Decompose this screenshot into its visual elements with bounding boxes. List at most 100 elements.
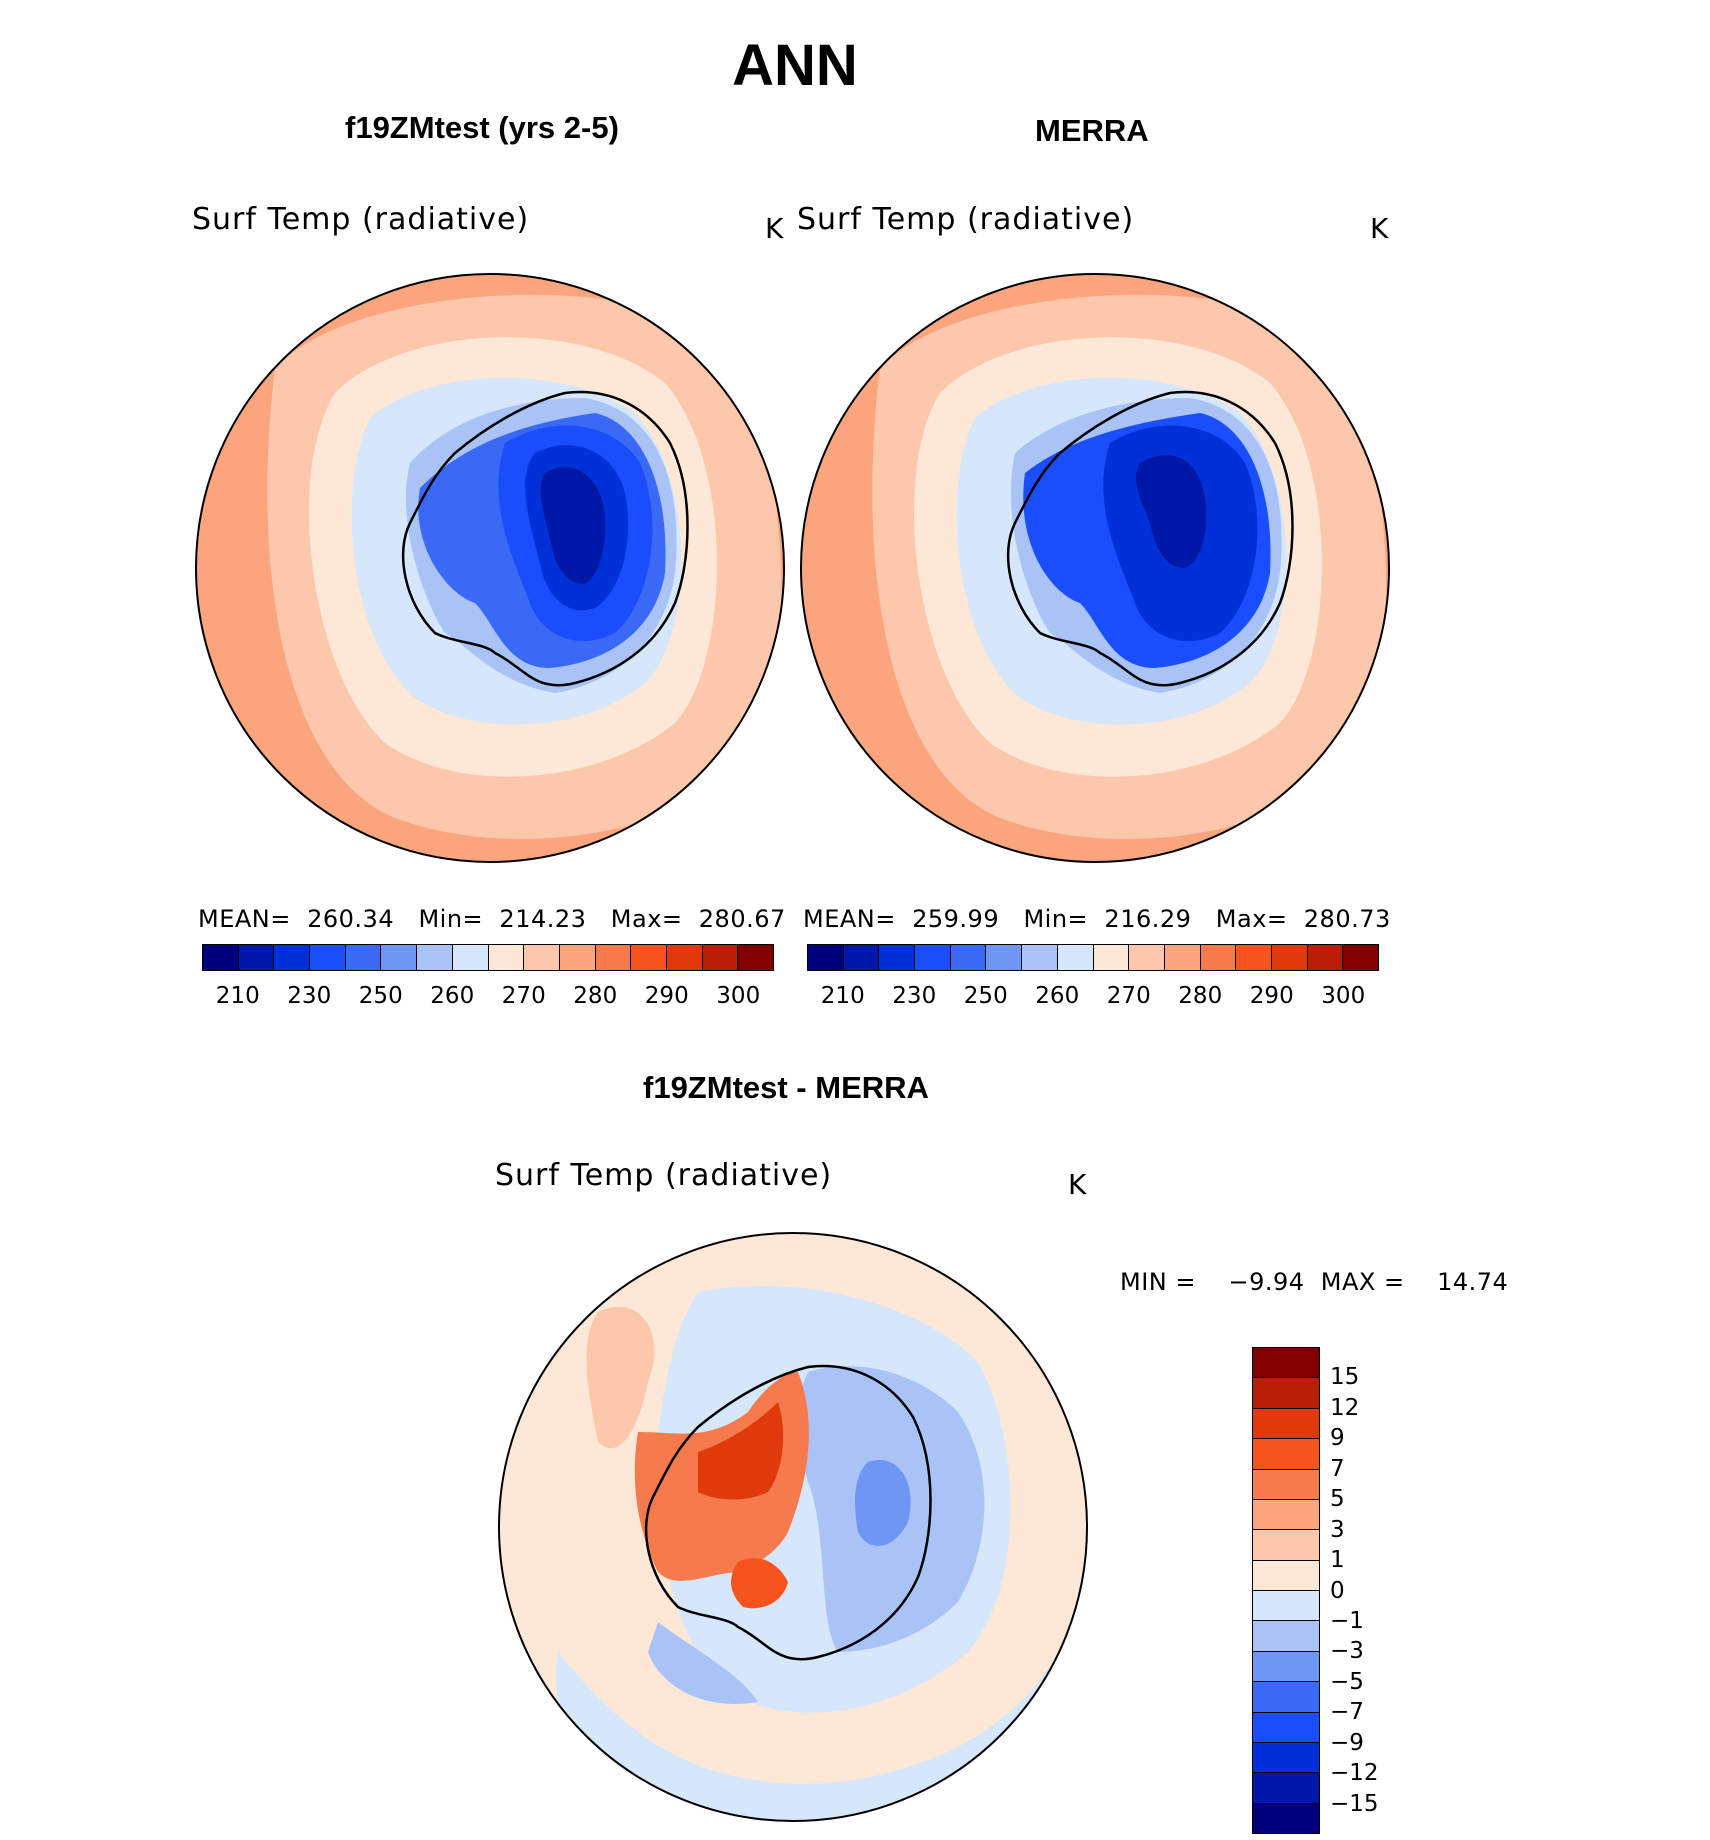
colorbar-ticks-diff: 15 12 9 7 5 3 1 0 −1 −3 −5 −7 −9 −12 −15 — [1330, 1347, 1410, 1834]
colorbar-tick-label: 15 — [1330, 1364, 1360, 1391]
colorbar-swatch — [417, 945, 453, 970]
colorbar-swatch — [631, 945, 667, 970]
stats-obs: MEAN= 259.99 Min= 216.29 Max= 280.73 — [803, 905, 1391, 933]
main-title: ANN — [732, 33, 858, 98]
colorbar-tick-label: 290 — [1249, 983, 1294, 1009]
colorbar-tick-label: −1 — [1330, 1607, 1364, 1634]
colorbar-swatch — [559, 945, 596, 970]
units-label-diff: K — [1068, 1168, 1087, 1201]
colorbar-swatch — [1253, 1560, 1319, 1591]
colorbar-swatch — [1253, 1773, 1319, 1804]
colorbar-tick-label: 1 — [1330, 1547, 1345, 1574]
colorbar-swatch — [1253, 1591, 1319, 1622]
colorbar-swatch — [1253, 1742, 1319, 1774]
colorbar-swatch — [595, 945, 632, 970]
colorbar-swatch — [345, 945, 382, 970]
colorbar-tick-label: 7 — [1330, 1455, 1345, 1482]
colorbar-tick-label: 5 — [1330, 1486, 1345, 1513]
colorbar-swatch — [381, 945, 418, 970]
colorbar-swatch — [1253, 1499, 1319, 1531]
colorbar-swatch — [1307, 945, 1344, 970]
colorbar-swatch — [1022, 945, 1058, 970]
colorbar-swatch — [1200, 945, 1237, 970]
colorbar-tick-label: 12 — [1330, 1394, 1360, 1421]
colorbar-swatch — [203, 945, 239, 970]
colorbar-tick-label: −7 — [1330, 1699, 1364, 1726]
colorbar-swatch — [524, 945, 560, 970]
colorbar-swatch — [1236, 945, 1272, 970]
colorbar-tick-label: 0 — [1330, 1577, 1345, 1604]
colorbar-swatch — [950, 945, 987, 970]
colorbar-swatch — [738, 945, 773, 970]
colorbar-swatch — [310, 945, 346, 970]
colorbar-swatch — [1343, 945, 1378, 970]
panel-title-diff: f19ZMtest - MERRA — [643, 1070, 929, 1105]
colorbar-tick-label: −12 — [1330, 1760, 1379, 1787]
variable-label-diff: Surf Temp (radiative) — [495, 1158, 833, 1193]
colorbar-swatch — [879, 945, 916, 970]
colorbar-swatch — [1253, 1439, 1319, 1470]
colorbar-tick-label: 260 — [1035, 983, 1080, 1009]
colorbar-swatch — [1253, 1469, 1319, 1500]
colorbar-swatch — [1253, 1803, 1319, 1833]
stats-model: MEAN= 260.34 Min= 214.23 Max= 280.67 — [198, 905, 786, 933]
units-label-model: K — [765, 212, 784, 245]
colorbar-swatch — [1057, 945, 1094, 970]
colorbar-swatch — [666, 945, 703, 970]
colorbar-tick-label: 230 — [287, 983, 332, 1009]
polar-map-diff — [498, 1232, 1088, 1822]
panel-title-obs: MERRA — [1035, 113, 1149, 148]
colorbar-model — [202, 944, 774, 971]
colorbar-tick-label: −3 — [1330, 1638, 1364, 1665]
colorbar-swatch — [808, 945, 844, 970]
polar-map-obs — [800, 273, 1390, 863]
colorbar-swatch — [915, 945, 951, 970]
colorbar-swatch — [1093, 945, 1130, 970]
polar-map-model — [195, 273, 785, 863]
variable-label-model: Surf Temp (radiative) — [192, 202, 530, 237]
colorbar-swatch — [1253, 1530, 1319, 1561]
colorbar-swatch — [1253, 1348, 1319, 1379]
stats-diff: MIN = −9.94 MAX = 14.74 — [1120, 1268, 1509, 1296]
colorbar-swatch — [1253, 1682, 1319, 1713]
colorbar-swatch — [1253, 1651, 1319, 1683]
colorbar-tick-label: 270 — [1106, 983, 1151, 1009]
units-label-obs: K — [1370, 212, 1389, 245]
colorbar-tick-label: 280 — [1178, 983, 1223, 1009]
colorbar-tick-label: 210 — [820, 983, 865, 1009]
colorbar-tick-label: 280 — [573, 983, 618, 1009]
colorbar-obs — [807, 944, 1379, 971]
colorbar-tick-label: 300 — [1321, 983, 1366, 1009]
colorbar-tick-label: 300 — [716, 983, 761, 1009]
colorbar-tick-label: 230 — [892, 983, 937, 1009]
colorbar-swatch — [1253, 1712, 1319, 1743]
variable-label-obs: Surf Temp (radiative) — [797, 202, 1135, 237]
colorbar-tick-label: 250 — [358, 983, 403, 1009]
colorbar-swatch — [702, 945, 739, 970]
colorbar-swatch — [1271, 945, 1308, 970]
colorbar-tick-label: −15 — [1330, 1790, 1379, 1817]
colorbar-swatch — [452, 945, 489, 970]
colorbar-swatch — [488, 945, 525, 970]
colorbar-tick-label: 260 — [430, 983, 475, 1009]
colorbar-swatch — [1129, 945, 1165, 970]
colorbar-swatch — [1253, 1621, 1319, 1652]
colorbar-swatch — [274, 945, 311, 970]
colorbar-tick-label: 3 — [1330, 1516, 1345, 1543]
colorbar-swatch — [1253, 1408, 1319, 1440]
colorbar-tick-label: 9 — [1330, 1425, 1345, 1452]
colorbar-diff — [1252, 1347, 1320, 1834]
colorbar-tick-label: 290 — [644, 983, 689, 1009]
colorbar-swatch — [1253, 1378, 1319, 1409]
colorbar-tick-label: 270 — [501, 983, 546, 1009]
colorbar-tick-label: −9 — [1330, 1729, 1364, 1756]
colorbar-ticks-obs: 210 230 250 260 270 280 290 300 — [807, 983, 1379, 1013]
colorbar-ticks-model: 210 230 250 260 270 280 290 300 — [202, 983, 774, 1013]
panel-title-model: f19ZMtest (yrs 2-5) — [345, 110, 619, 145]
colorbar-tick-label: 210 — [215, 983, 260, 1009]
colorbar-tick-label: −5 — [1330, 1668, 1364, 1695]
colorbar-swatch — [238, 945, 275, 970]
colorbar-tick-label: 250 — [963, 983, 1008, 1009]
colorbar-swatch — [986, 945, 1023, 970]
colorbar-swatch — [1164, 945, 1201, 970]
